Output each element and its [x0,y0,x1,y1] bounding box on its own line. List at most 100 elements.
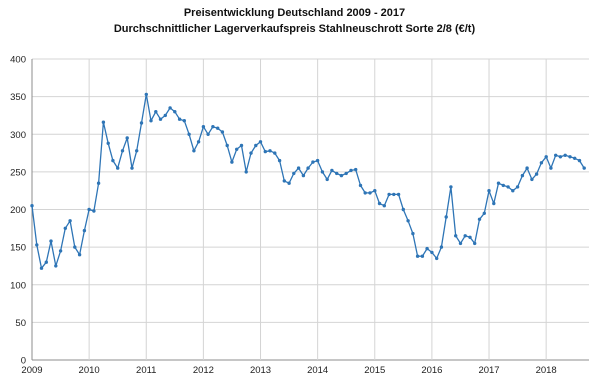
data-point [358,183,363,188]
data-point [177,117,182,121]
data-point [406,219,410,223]
data-point [349,168,353,173]
data-point [344,171,348,176]
data-point [335,171,339,176]
data-point [463,234,467,238]
data-point [182,119,186,123]
data-point [92,209,96,213]
data-point [577,158,582,163]
data-point [458,241,463,246]
data-point [477,217,482,221]
data-point [130,166,134,170]
data-point [135,149,139,153]
x-tick-label: 2013 [250,365,271,376]
data-point [68,219,72,223]
data-point [277,158,282,163]
data-point [77,253,82,257]
data-point [273,151,277,155]
data-point [192,149,196,153]
data-point [35,243,39,247]
data-point [444,215,448,219]
data-point [435,256,439,261]
data-point [392,192,396,197]
data-point [211,125,215,129]
data-point [520,173,525,178]
data-point [558,155,563,159]
chart-subtitle: Durchschnittlicher Lagerverkaufspreis St… [113,23,476,35]
data-point [287,181,291,185]
data-point [158,117,163,121]
data-point [73,245,77,249]
data-point [468,235,472,239]
data-point [235,147,239,151]
y-tick-label: 150 [10,243,26,254]
data-point [230,160,234,164]
data-point [534,172,539,176]
data-point [201,125,206,129]
data-point [501,183,505,188]
data-point [149,119,153,123]
data-point [292,171,296,176]
y-tick-label: 0 [21,356,26,367]
data-point [144,92,148,97]
data-point [339,173,344,178]
data-point [449,185,453,189]
data-point [244,170,248,174]
data-point [373,189,377,193]
data-point [506,185,510,189]
data-point [125,136,129,140]
y-tick-label: 350 [10,92,26,103]
x-tick-label: 2018 [536,365,557,376]
data-point [249,151,253,155]
data-point [306,166,310,170]
x-tick-label: 2017 [478,365,499,376]
data-point [168,106,172,110]
y-tick-label: 300 [10,130,26,141]
data-point [549,166,553,170]
data-point [254,143,258,148]
data-point [216,126,220,130]
data-point [454,234,458,238]
data-point [430,250,434,255]
data-point [173,110,177,114]
data-point [206,132,210,136]
data-point [258,140,263,144]
data-point [439,245,444,249]
data-point [120,149,125,153]
data-point [420,254,425,258]
data-point [30,204,34,208]
chart-title: Preisentwicklung Deutschland 2009 - 2017 [183,7,406,19]
data-point [496,181,501,185]
data-point [315,158,320,163]
data-point [311,160,315,164]
y-tick-label: 50 [15,318,26,329]
data-point [268,149,272,153]
data-point [515,185,520,189]
data-point [39,266,44,270]
data-point [239,143,244,148]
data-point [296,166,301,170]
data-point [106,141,110,145]
data-point [163,113,167,118]
y-tick-label: 400 [10,55,26,66]
y-tick-label: 250 [10,167,26,178]
data-point [473,241,477,246]
x-tick-label: 2010 [79,365,100,376]
data-point [354,167,358,172]
data-point [482,211,486,215]
data-point [111,158,115,163]
data-point [330,168,334,173]
x-tick-label: 2016 [421,365,442,376]
data-point [96,181,101,185]
data-point [582,166,586,170]
data-point [301,173,306,178]
data-point [116,166,120,170]
data-point [139,121,144,125]
data-point [263,149,267,154]
data-point [530,177,534,182]
data-point [154,110,158,114]
data-point [101,120,106,124]
y-tick-label: 200 [10,205,26,216]
